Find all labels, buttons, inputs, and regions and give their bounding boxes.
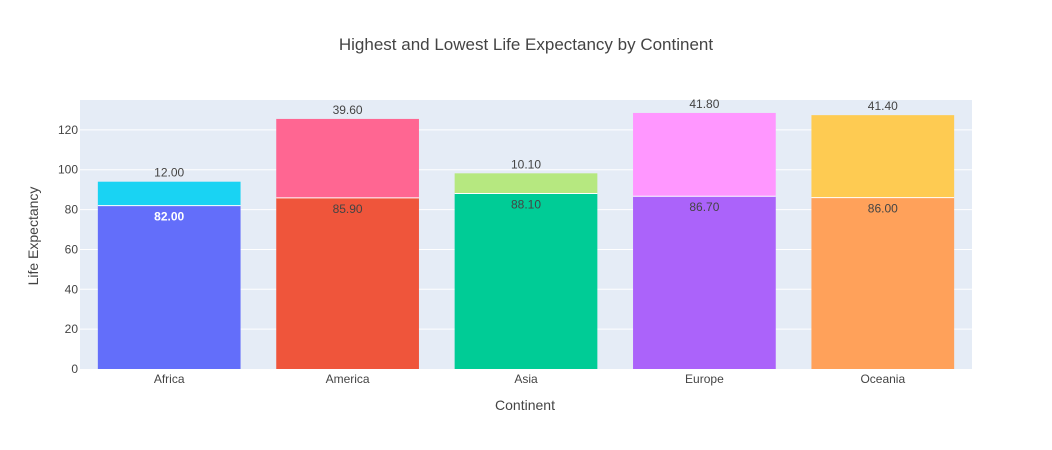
- x-tick-label-oceania: Oceania: [860, 372, 905, 386]
- y-tick-label: 80: [65, 203, 79, 217]
- bar-upper-europe: [633, 112, 776, 197]
- bars: [97, 112, 955, 369]
- bar-lower-oceania: [811, 197, 955, 369]
- bar-label-upper-oceania: 41.40: [868, 99, 898, 113]
- bar-lower-america: [276, 197, 419, 369]
- y-axis-title: Life Expectancy: [25, 187, 41, 286]
- bar-label-lower-asia: 88.10: [511, 197, 541, 211]
- bar-label-lower-europe: 86.70: [689, 200, 719, 214]
- y-tick-label: 100: [58, 163, 78, 177]
- x-tick-labels: Africa America Asia Europe Oceania: [154, 372, 906, 386]
- chart-title: Highest and Lowest Life Expectancy by Co…: [339, 35, 714, 54]
- bar-labels: 82.00 12.00 85.90 39.60 88.10 10.10 86.70 41.80…: [154, 97, 898, 224]
- x-tick-label-africa: Africa: [154, 372, 185, 386]
- bar-lower-europe: [633, 196, 776, 369]
- x-axis-title: Continent: [495, 397, 555, 413]
- x-tick-label-europe: Europe: [685, 372, 724, 386]
- bar-lower-asia: [454, 193, 598, 369]
- bar-upper-africa: [97, 181, 241, 206]
- x-tick-label-asia: Asia: [514, 372, 538, 386]
- bar-label-lower-oceania: 86.00: [868, 202, 898, 216]
- bar-label-lower-america: 85.90: [333, 202, 363, 216]
- bar-label-lower-africa: 82.00: [154, 210, 184, 224]
- y-tick-label: 60: [65, 242, 79, 256]
- bar-label-upper-asia: 10.10: [511, 157, 541, 171]
- bar-label-upper-africa: 12.00: [154, 166, 184, 180]
- y-tick-labels: 0 20 40 60 80 100 120: [58, 123, 78, 376]
- x-tick-label-america: America: [326, 372, 370, 386]
- y-tick-label: 20: [65, 322, 79, 336]
- y-tick-label: 120: [58, 123, 78, 137]
- y-tick-label: 0: [71, 362, 78, 376]
- bar-upper-asia: [454, 173, 598, 194]
- bar-lower-africa: [97, 205, 241, 369]
- bar-label-upper-america: 39.60: [333, 103, 363, 117]
- bar-label-upper-europe: 41.80: [689, 97, 719, 111]
- y-tick-label: 40: [65, 282, 79, 296]
- bar-upper-america: [276, 118, 419, 198]
- bar-upper-oceania: [811, 115, 955, 198]
